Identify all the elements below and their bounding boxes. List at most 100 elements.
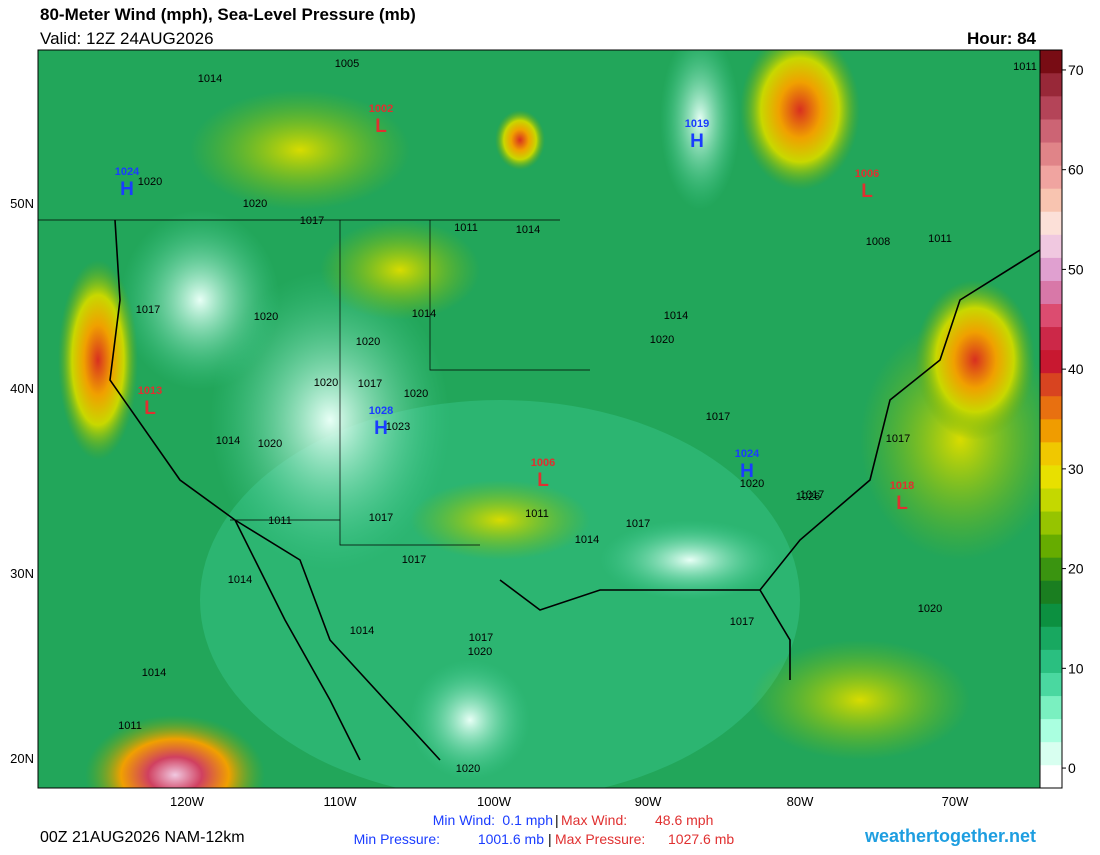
pressure-center: L <box>375 116 387 137</box>
isobar-label: 1017 <box>800 489 824 501</box>
isobar-label: 1011 <box>454 222 478 234</box>
isobar-label: 1020 <box>404 388 428 400</box>
isobar-label: 1011 <box>268 515 292 527</box>
model-run: 00Z 21AUG2026 NAM-12km <box>40 829 245 846</box>
isobar-label: 1020 <box>138 176 162 188</box>
colorbar-tick-label: 0 <box>1068 760 1076 776</box>
colorbar-band <box>1040 96 1062 120</box>
lon-label: 70W <box>942 794 969 809</box>
lat-label: 50N <box>10 196 34 211</box>
colorbar-band <box>1040 419 1062 443</box>
colorbar-band <box>1040 234 1062 258</box>
isobar-label: 1020 <box>650 334 674 346</box>
colorbar-band <box>1040 764 1062 789</box>
isobar-label: 1017 <box>706 411 730 423</box>
title: 80-Meter Wind (mph), Sea-Level Pressure … <box>40 5 416 24</box>
lon-label: 80W <box>787 794 814 809</box>
isobar-label: 1017 <box>469 632 493 644</box>
colorbar-tick-label: 40 <box>1068 361 1084 377</box>
colorbar-band <box>1040 672 1062 697</box>
lat-label: 40N <box>10 381 34 396</box>
max-wind-label: Max Wind: <box>561 812 627 828</box>
min-wind: 0.1 mph <box>502 812 553 828</box>
colorbar-band <box>1040 442 1062 466</box>
isobar-label: 1011 <box>928 233 952 245</box>
colorbar-band <box>1040 649 1062 673</box>
pressure-center: L <box>537 470 549 491</box>
pressure-center-value: 1006 <box>855 168 879 180</box>
colorbar-band <box>1040 534 1062 558</box>
colorbar-tick-label: 50 <box>1068 261 1084 277</box>
isobar-label: 1014 <box>516 224 540 236</box>
pressure-center: L <box>896 493 908 514</box>
lon-label: 90W <box>635 794 662 809</box>
min-pressure-label: Min Pressure: <box>354 831 440 847</box>
pressure-center-value: 1013 <box>138 385 162 397</box>
isobar-label: 1020 <box>314 377 338 389</box>
isobar-label: 1014 <box>350 625 374 637</box>
isobar-label: 1020 <box>254 311 278 323</box>
lon-label: 110W <box>324 794 358 809</box>
colorbar-band <box>1040 280 1062 304</box>
isobar-label: 1017 <box>730 616 754 628</box>
forecast-hour: Hour: 84 <box>967 29 1037 48</box>
isobar-label: 1017 <box>886 433 910 445</box>
colorbar-band <box>1040 741 1062 766</box>
pressure-center-value: 1019 <box>685 118 709 130</box>
colorbar-band <box>1040 50 1062 74</box>
colorbar-band <box>1040 73 1062 97</box>
colorbar-band <box>1040 119 1062 143</box>
colorbar-band <box>1040 349 1062 374</box>
isobar-label: 1005 <box>335 58 359 70</box>
max-wind: 48.6 mph <box>655 812 713 828</box>
colorbar-tick-label: 70 <box>1068 62 1084 78</box>
pressure-center-value: 1024 <box>115 166 140 178</box>
isobar-label: 1017 <box>626 518 650 530</box>
max-pressure: 1027.6 mb <box>668 831 734 847</box>
colorbar-band <box>1040 511 1062 535</box>
max-pressure-label: Max Pressure: <box>555 831 645 847</box>
pressure-center: L <box>861 181 873 202</box>
pressure-center-value: 1002 <box>369 103 393 115</box>
isobar-label: 1014 <box>664 310 688 322</box>
colorbar-band <box>1040 142 1062 166</box>
colorbar-tick-label: 20 <box>1068 561 1084 577</box>
lon-label: 120W <box>170 794 205 809</box>
isobar-label: 1014 <box>216 435 240 447</box>
isobar-label: 1014 <box>228 574 252 586</box>
lat-label: 30N <box>10 566 34 581</box>
colorbar-band <box>1040 626 1062 650</box>
colorbar-band <box>1040 257 1062 281</box>
colorbar-band <box>1040 580 1062 604</box>
separator: | <box>548 831 552 847</box>
isobar-label: 1014 <box>142 667 166 679</box>
isobar-label: 1017 <box>358 378 382 390</box>
isobar-label: 1011 <box>118 720 142 732</box>
min-pressure: 1001.6 mb <box>478 831 544 847</box>
isobar-label: 1011 <box>525 508 549 520</box>
lon-label: 100W <box>477 794 512 809</box>
colorbar-frame <box>1039 49 1063 789</box>
isobar-label: 1011 <box>1013 61 1037 73</box>
colorbar-band <box>1040 603 1062 627</box>
colorbar-tick-label: 60 <box>1068 162 1084 178</box>
min-wind-label: Min Wind: <box>433 812 495 828</box>
lat-label: 20N <box>10 751 34 766</box>
site-name[interactable]: weathertogether.net <box>864 826 1036 846</box>
pressure-center: H <box>374 418 388 439</box>
pressure-center-value: 1024 <box>735 448 760 460</box>
pressure-center-value: 1028 <box>369 405 393 417</box>
colorbar-band <box>1040 372 1062 397</box>
valid-time: Valid: 12Z 24AUG2026 <box>40 29 214 48</box>
isobar-label: 1014 <box>198 73 222 85</box>
pressure-center: L <box>144 398 156 419</box>
colorbar-band <box>1040 188 1062 212</box>
colorbar-band <box>1040 465 1062 489</box>
colorbar-band <box>1040 395 1062 420</box>
colorbar-band <box>1040 326 1062 351</box>
colorbar-band <box>1040 211 1062 235</box>
isobar-label: 1017 <box>369 512 393 524</box>
isobar-label: 1026 <box>796 491 820 503</box>
colorbar-band <box>1040 488 1062 512</box>
colorbar-tick-label: 30 <box>1068 461 1084 477</box>
